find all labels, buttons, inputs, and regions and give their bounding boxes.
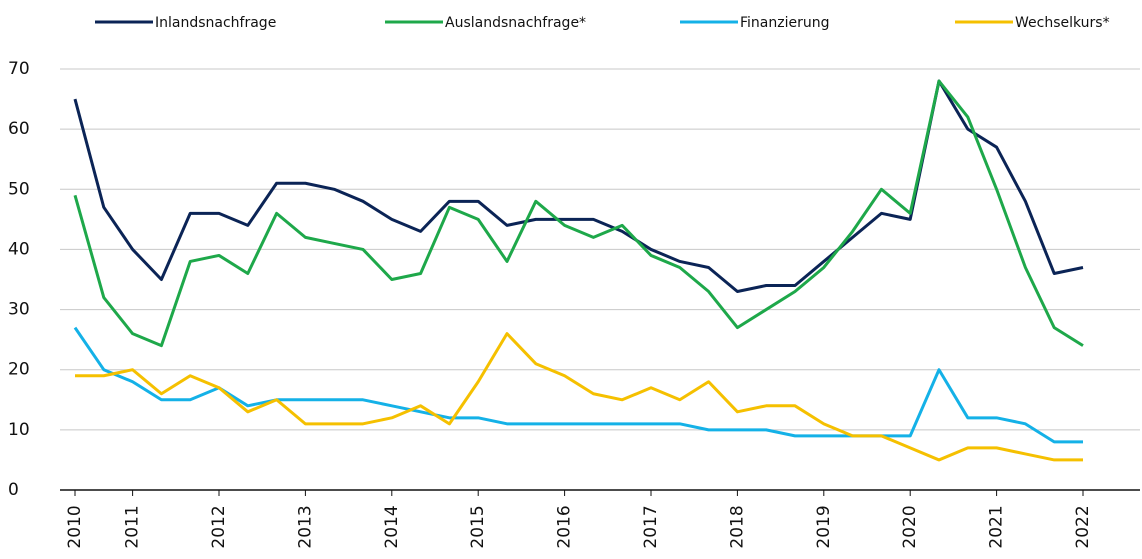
- x-tick-label: 2013: [295, 505, 315, 548]
- y-tick-label: 10: [8, 420, 30, 440]
- x-tick-label: 2011: [123, 505, 143, 548]
- y-tick-label: 70: [8, 59, 30, 79]
- x-tick-label: 2012: [209, 505, 229, 548]
- x-tick-label: 2010: [65, 505, 85, 548]
- y-tick-label: 30: [8, 300, 30, 320]
- y-tick-label: 40: [8, 239, 30, 259]
- x-tick-label: 2021: [987, 505, 1007, 548]
- y-tick-label: 60: [8, 119, 30, 139]
- x-tick-label: 2019: [814, 505, 834, 548]
- line-series: [73, 79, 1084, 348]
- x-tick-label: 2022: [1073, 505, 1093, 548]
- y-tick-label: 0: [8, 480, 19, 500]
- x-tick-label: 2014: [382, 505, 402, 548]
- x-tick-label: 2018: [727, 505, 747, 548]
- legend-label: Inlandsnachfrage: [155, 15, 276, 31]
- line-series: [73, 326, 1083, 444]
- line-series: [75, 332, 1083, 462]
- y-tick-label: 20: [8, 360, 30, 380]
- x-tick-label: 2015: [468, 505, 488, 548]
- x-tick-label: 2020: [900, 505, 920, 548]
- legend-label: Wechselkurs*: [1015, 15, 1110, 31]
- x-tick-label: 2017: [641, 505, 661, 548]
- legend-label: Auslandsnachfrage*: [445, 15, 586, 31]
- legend-label: Finanzierung: [740, 15, 830, 31]
- y-tick-label: 50: [8, 179, 30, 199]
- x-tick-label: 2016: [555, 505, 575, 548]
